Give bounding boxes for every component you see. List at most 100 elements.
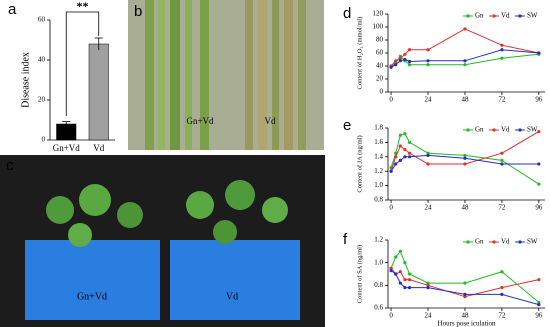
legend-label: Gn — [475, 126, 484, 134]
point — [398, 281, 402, 285]
x-axis-label: Hours pose iculation — [438, 320, 496, 327]
legend-label: SW — [527, 12, 538, 20]
point — [537, 130, 541, 134]
point — [398, 59, 402, 63]
legend-marker — [492, 14, 496, 18]
point — [463, 27, 467, 31]
x-tick-label: 24 — [425, 96, 433, 104]
point — [394, 162, 398, 166]
y-tick-label: 0.8 — [374, 196, 383, 204]
point — [463, 281, 467, 285]
x-tick-label: 48 — [461, 312, 469, 320]
point — [426, 283, 430, 287]
point — [403, 132, 407, 136]
point — [537, 51, 541, 55]
photo-c — [0, 155, 325, 327]
point — [407, 278, 412, 282]
y-tick-label: 100 — [373, 23, 384, 31]
x-tick-label: 48 — [461, 204, 469, 212]
panel-label: b — [134, 3, 142, 20]
photo-label: Gn+Vd — [77, 291, 107, 302]
legend-label: Vd — [501, 12, 510, 20]
y-tick-label: 0.6 — [374, 304, 383, 312]
x-tick-label: 72 — [498, 96, 506, 104]
legend-label: Vd — [501, 126, 510, 134]
point — [398, 158, 402, 162]
x-tick-label: 96 — [535, 204, 543, 212]
panel-label: f — [343, 231, 348, 248]
point — [500, 158, 504, 162]
point — [394, 255, 398, 259]
photo-label: Vd — [265, 116, 276, 126]
point — [394, 59, 398, 63]
point — [500, 286, 504, 290]
point — [403, 286, 407, 290]
point — [394, 272, 398, 276]
panel-label: d — [343, 5, 351, 22]
significance-bracket — [65, 11, 100, 116]
point — [389, 169, 393, 173]
point — [463, 153, 467, 157]
y-axis-label: Disease index — [20, 52, 31, 108]
point — [500, 270, 504, 274]
y-tick-label: 1.8 — [374, 124, 383, 132]
bar — [88, 43, 109, 141]
point — [403, 261, 407, 265]
point — [500, 162, 504, 166]
y-tick-label: 60 — [38, 16, 46, 24]
point — [398, 133, 402, 137]
point — [403, 148, 407, 152]
point — [463, 63, 467, 67]
point — [398, 56, 402, 60]
y-tick-label: 80 — [376, 36, 384, 44]
point — [403, 278, 407, 282]
point — [403, 155, 407, 159]
panel-label: e — [343, 117, 351, 134]
point — [500, 48, 504, 52]
legend-label: Vd — [501, 238, 510, 246]
panel-label: c — [6, 157, 14, 174]
y-tick-label: 1.6 — [374, 138, 383, 146]
legend-label: Gn — [475, 238, 484, 246]
photo-label: Vd — [226, 291, 238, 302]
legend-marker — [492, 240, 496, 244]
point — [426, 286, 430, 290]
legend-marker — [518, 14, 522, 18]
y-tick-label: 1.2 — [374, 167, 383, 175]
y-tick-label: 20 — [376, 75, 384, 83]
x-tick-label: Gn+Vd — [53, 143, 81, 153]
x-tick-label: 24 — [425, 312, 433, 320]
x-tick-label: 96 — [535, 312, 543, 320]
point — [500, 292, 504, 296]
point — [463, 295, 467, 299]
point — [426, 48, 430, 52]
point — [500, 56, 504, 60]
point — [426, 162, 430, 166]
panel-label: a — [8, 1, 17, 18]
legend-marker — [492, 128, 496, 132]
legend-label: Gn — [475, 12, 484, 20]
point — [463, 156, 467, 160]
legend-marker — [466, 240, 470, 244]
point — [426, 281, 430, 285]
y-tick-label: 0.8 — [374, 281, 383, 289]
point — [407, 59, 412, 64]
point — [537, 300, 541, 304]
legend-marker — [518, 240, 522, 244]
x-tick-label: 96 — [535, 96, 543, 104]
point — [537, 182, 541, 186]
point — [407, 63, 412, 67]
y-tick-label: 0 — [380, 88, 384, 96]
point — [426, 153, 430, 157]
x-tick-label: 0 — [389, 312, 393, 320]
point — [389, 269, 393, 273]
y-tick-label: 60 — [376, 49, 384, 57]
y-tick-label: 1.0 — [374, 181, 383, 189]
legend-label: SW — [527, 238, 538, 246]
point — [398, 249, 402, 253]
point — [407, 140, 412, 144]
photo-label: Gn+Vd — [186, 116, 214, 126]
point — [389, 65, 393, 69]
y-tick-label: 0 — [42, 136, 46, 144]
